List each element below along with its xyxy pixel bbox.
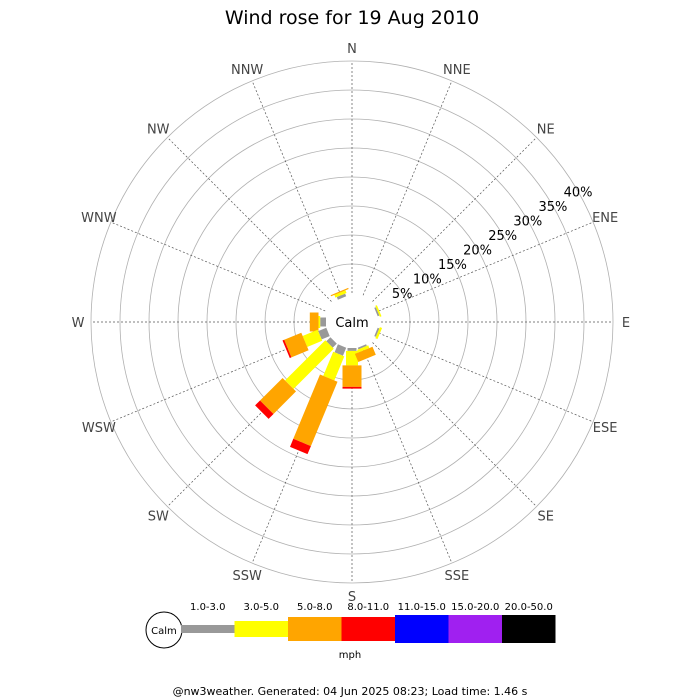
spoke-ne (372, 137, 537, 302)
legend-label-7: 20.0-50.0 (505, 602, 553, 613)
spoke-ssw (251, 348, 342, 564)
unit-label: mph (339, 650, 361, 661)
bar-w-bin3 (309, 312, 319, 332)
direction-label-sw: SW (148, 510, 169, 525)
spoke-wsw (110, 332, 326, 423)
direction-label-wnw: WNW (81, 211, 117, 226)
calm-center: Calm (332, 302, 372, 342)
bar-ene-bin2 (375, 305, 382, 317)
direction-label-ssw: SSW (232, 569, 262, 584)
bar-sw-bin3 (260, 378, 296, 414)
percent-label: 35% (538, 200, 567, 215)
bar-s-bin4 (342, 386, 362, 389)
percent-label: 30% (513, 215, 542, 230)
grid-ring (119, 89, 585, 555)
bar-wsw-bin3 (284, 332, 309, 358)
direction-label-w: W (72, 316, 85, 331)
legend-swatch-7 (502, 615, 556, 643)
percent-label: 20% (463, 244, 492, 259)
direction-label-n: N (347, 42, 357, 57)
legend-label-4: 8.0-11.0 (347, 602, 389, 613)
percent-label: 15% (438, 258, 467, 273)
legend-swatch-2 (234, 621, 288, 637)
spoke-nne (362, 80, 453, 296)
grid-ring (235, 205, 469, 439)
direction-label-nw: NW (147, 122, 170, 137)
bar-ssw-bin1 (334, 344, 347, 356)
footer-text: @nw3weather. Generated: 04 Jun 2025 08:2… (173, 685, 528, 698)
direction-label-wsw: WSW (82, 421, 116, 436)
bar-ese-bin2 (375, 327, 383, 339)
bar-sse-bin1 (357, 344, 367, 350)
direction-label-sse: SSE (444, 569, 469, 584)
direction-label-se: SE (538, 510, 554, 525)
direction-label-ese: ESE (593, 421, 618, 436)
bar-s-bin3 (342, 365, 362, 387)
bar-s-bin1 (347, 348, 357, 351)
bar-wsw-bin2 (302, 329, 323, 347)
bar-nnw-bin2 (334, 290, 347, 298)
chart-title: Wind rose for 19 Aug 2010 (225, 7, 479, 29)
spoke-ene (378, 221, 594, 312)
legend-swatch-1 (181, 625, 235, 633)
bar-w-bin1 (320, 317, 326, 327)
wind-bars (255, 287, 383, 455)
bar-ene-bin1 (374, 307, 380, 317)
legend-label-2: 3.0-5.0 (244, 602, 279, 613)
legend-swatch-4 (341, 617, 395, 641)
direction-label-nne: NNE (443, 63, 471, 78)
legend-label-6: 15.0-20.0 (451, 602, 499, 613)
bar-sw-bin2 (285, 340, 334, 389)
legend-calm-label: Calm (151, 626, 177, 637)
bar-ssw-bin3 (293, 374, 338, 447)
direction-label-e: E (622, 316, 630, 331)
legend-swatch-5 (395, 615, 449, 643)
spoke-ese (378, 332, 594, 423)
bar-sse-bin2 (357, 345, 370, 353)
direction-label-nnw: NNW (231, 63, 263, 78)
direction-labels: N NNE NE ENE E ESE SE SSE S SSW SW WSW W WNW NW NNW (72, 42, 631, 605)
spoke-sse (362, 348, 453, 564)
bar-wsw-bin4 (282, 339, 292, 358)
direction-label-ne: NE (537, 122, 555, 137)
bar-w-bin2 (318, 316, 321, 328)
legend-label-3: 5.0-8.0 (297, 602, 332, 613)
spoke-wnw (110, 221, 326, 312)
speed-legend: Calm 1.0-3.0 3.0-5.0 5.0-8.0 8.0-11.0 11.0-1… (145, 602, 556, 649)
legend-swatch-6 (448, 615, 502, 643)
bar-sw-bin4 (255, 400, 274, 419)
bar-ese-bin1 (374, 327, 380, 337)
bar-sw-bin1 (326, 337, 337, 348)
percent-label: 25% (488, 229, 517, 244)
direction-label-s: S (348, 590, 356, 605)
calm-label: Calm (335, 316, 368, 331)
direction-label-ene: ENE (592, 211, 618, 226)
percent-label: 5% (392, 287, 413, 302)
bar-wsw-bin1 (318, 327, 330, 340)
bar-ssw-bin2 (323, 351, 345, 381)
percent-label: 10% (413, 273, 442, 288)
percent-labels: 5%10%15%20%25%30%35%40% (392, 186, 593, 303)
bar-sse-bin3 (354, 346, 376, 362)
percent-label: 40% (564, 186, 593, 201)
spoke-nnw (251, 80, 342, 296)
bar-nnw-bin1 (336, 293, 347, 300)
bar-s-bin2 (346, 350, 358, 366)
spoke-nw (167, 137, 332, 302)
spoke-se (372, 342, 537, 507)
bar-ssw-bin4 (290, 438, 311, 455)
legend-swatch-3 (288, 617, 342, 641)
legend-label-1: 1.0-3.0 (190, 602, 225, 613)
direction-spokes (91, 61, 613, 583)
legend-label-5: 11.0-15.0 (398, 602, 446, 613)
spoke-sw (167, 342, 332, 507)
grid-ring (90, 60, 614, 584)
bar-nnw-bin3 (330, 287, 349, 297)
